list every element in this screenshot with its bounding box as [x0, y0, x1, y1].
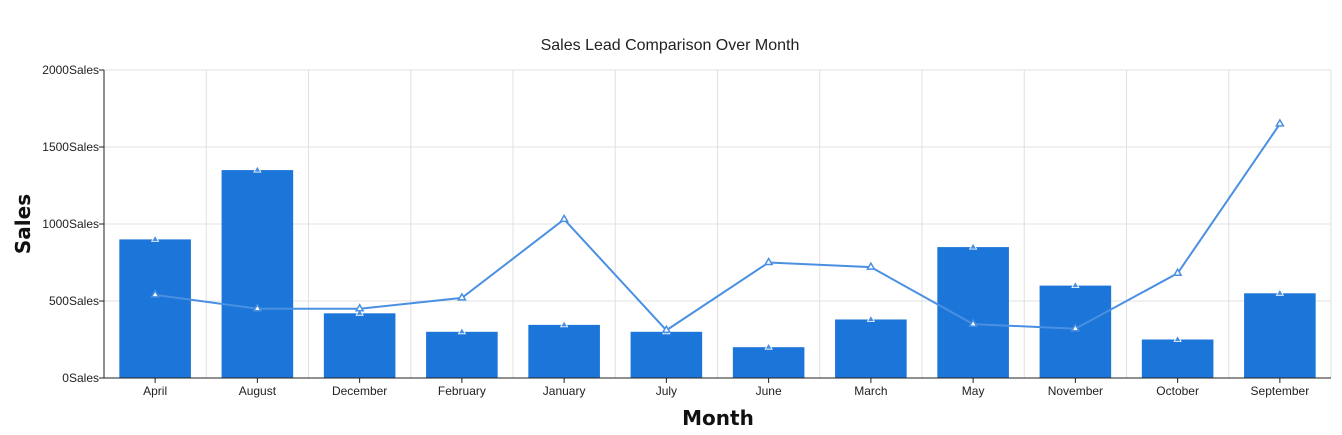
- line-point: [968, 318, 978, 327]
- chart-title: Sales Lead Comparison Over Month: [541, 37, 800, 54]
- bar-series: [119, 165, 1316, 378]
- bar-marker: [968, 242, 978, 250]
- bar: [937, 247, 1009, 378]
- bar-marker: [1275, 288, 1285, 296]
- x-tick-label: October: [1156, 384, 1199, 398]
- line-point: [457, 292, 467, 301]
- bar-marker: [1071, 280, 1080, 288]
- line-point: [1070, 323, 1081, 332]
- y-tick-label: 1500Sales: [42, 140, 99, 154]
- bar: [630, 331, 703, 378]
- bar: [835, 319, 907, 378]
- y-tick-label: 0Sales: [62, 371, 99, 385]
- bar-marker: [253, 165, 262, 173]
- bar-marker: [866, 314, 876, 322]
- x-tick-label: February: [438, 384, 486, 398]
- line-point: [866, 261, 876, 270]
- line-point: [1275, 118, 1285, 127]
- line-point: [763, 257, 774, 266]
- bar: [221, 170, 294, 378]
- x-tick-label: January: [543, 384, 586, 398]
- bar: [119, 239, 191, 378]
- bar: [1244, 293, 1316, 378]
- line-point: [252, 303, 263, 312]
- bar: [528, 324, 600, 378]
- bar-marker: [764, 342, 773, 350]
- bar: [323, 313, 396, 378]
- bar-marker: [1173, 334, 1182, 342]
- bar-marker: [150, 234, 160, 242]
- line-point: [1172, 267, 1183, 277]
- bar: [1039, 285, 1112, 378]
- bar-marker: [559, 320, 569, 328]
- line-point: [150, 289, 160, 298]
- bar: [426, 331, 498, 378]
- series-line: [154, 123, 1281, 332]
- x-tick-label: July: [656, 384, 677, 398]
- x-tick-label: April: [143, 384, 167, 398]
- x-tick-labels: April August December February January July Ju…: [143, 384, 1309, 398]
- x-axis-title: Month: [682, 406, 754, 430]
- x-tick-label: September: [1251, 384, 1310, 398]
- axes: [99, 69, 1331, 383]
- bar-marker: [457, 327, 467, 335]
- y-tick-label: 500Sales: [49, 294, 99, 308]
- line-point: [354, 303, 365, 312]
- x-tick-label: August: [239, 384, 277, 398]
- bar: [1141, 339, 1214, 378]
- x-tick-label: March: [854, 384, 887, 398]
- line-point: [559, 213, 569, 223]
- y-tick-label: 2000Sales: [42, 63, 99, 77]
- bar-marker: [355, 308, 364, 316]
- x-tick-label: December: [332, 384, 387, 398]
- x-tick-label: May: [962, 384, 985, 398]
- line-series: [150, 118, 1285, 334]
- line-point: [661, 324, 672, 334]
- y-tick-labels: 0Sales 500Sales 1000Sales 1500Sales 2000Sale…: [42, 63, 99, 385]
- bar: [732, 347, 805, 378]
- x-tick-label: November: [1048, 384, 1103, 398]
- x-tick-label: June: [756, 384, 782, 398]
- y-tick-label: 1000Sales: [42, 217, 99, 231]
- y-axis-title: Sales: [11, 194, 35, 254]
